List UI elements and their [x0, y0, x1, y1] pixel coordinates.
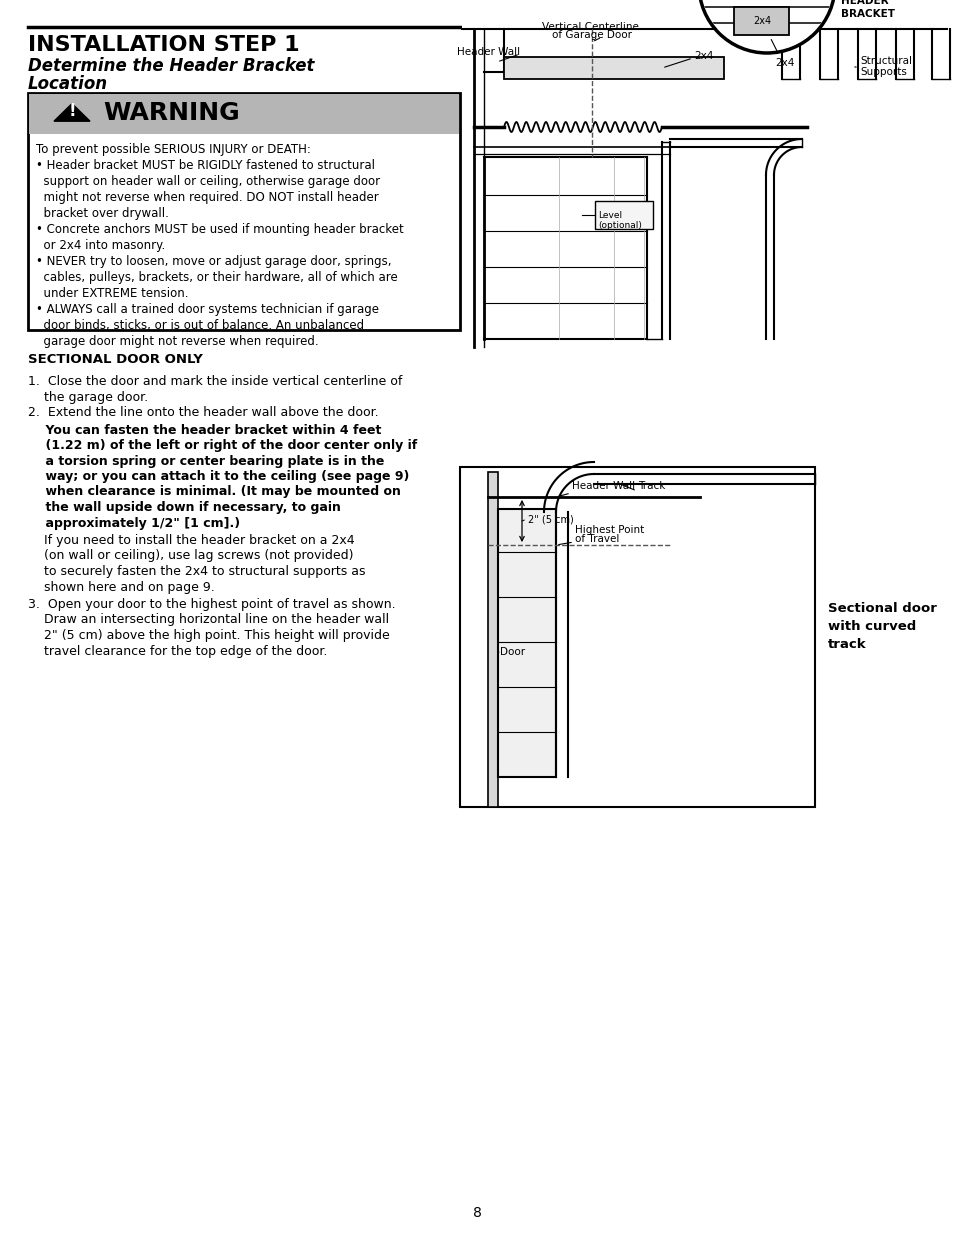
- Text: 3.  Open your door to the highest point of travel as shown.: 3. Open your door to the highest point o…: [28, 598, 395, 611]
- Text: Door: Door: [499, 647, 524, 657]
- Bar: [595, 201, 652, 228]
- Text: (optional): (optional): [598, 221, 641, 231]
- Text: WARNING: WARNING: [103, 101, 239, 125]
- Text: Header Wall: Header Wall: [572, 480, 635, 492]
- Text: (on wall or ceiling), use lag screws (not provided): (on wall or ceiling), use lag screws (no…: [28, 550, 354, 562]
- Text: Sectional door
with curved
track: Sectional door with curved track: [827, 603, 936, 652]
- Text: Vertical Centerline: Vertical Centerline: [541, 22, 639, 32]
- Text: Draw an intersecting horizontal line on the header wall: Draw an intersecting horizontal line on …: [28, 614, 389, 626]
- Text: under EXTREME tension.: under EXTREME tension.: [36, 287, 189, 300]
- Text: way; or you can attach it to the ceiling (see page 9): way; or you can attach it to the ceiling…: [28, 471, 409, 483]
- Text: door binds, sticks, or is out of balance. An unbalanced: door binds, sticks, or is out of balance…: [36, 319, 364, 332]
- Text: You can fasten the header bracket within 4 feet: You can fasten the header bracket within…: [28, 424, 381, 436]
- Text: Header Wall: Header Wall: [456, 47, 519, 57]
- Text: SECTIONAL DOOR ONLY: SECTIONAL DOOR ONLY: [28, 353, 203, 366]
- Text: to securely fasten the 2x4 to structural supports as: to securely fasten the 2x4 to structural…: [28, 564, 365, 578]
- Text: Determine the Header Bracket: Determine the Header Bracket: [28, 57, 314, 75]
- Bar: [497, 509, 556, 777]
- Text: garage door might not reverse when required.: garage door might not reverse when requi…: [36, 335, 318, 348]
- Bar: [29, 94, 458, 135]
- Text: 1.  Close the door and mark the inside vertical centerline of: 1. Close the door and mark the inside ve…: [28, 375, 402, 388]
- Text: • Concrete anchors MUST be used if mounting header bracket: • Concrete anchors MUST be used if mount…: [36, 224, 403, 236]
- Bar: [488, 472, 497, 806]
- Text: If you need to install the header bracket on a 2x4: If you need to install the header bracke…: [28, 534, 355, 547]
- Text: might not reverse when required. DO NOT install header: might not reverse when required. DO NOT …: [36, 191, 378, 204]
- Text: • ALWAYS call a trained door systems technician if garage: • ALWAYS call a trained door systems tec…: [36, 303, 378, 316]
- Bar: [733, 7, 788, 35]
- Text: Location: Location: [28, 75, 108, 93]
- Text: cables, pulleys, brackets, or their hardware, all of which are: cables, pulleys, brackets, or their hard…: [36, 270, 397, 284]
- Text: or 2x4 into masonry.: or 2x4 into masonry.: [36, 240, 165, 252]
- Text: 2x4: 2x4: [752, 16, 770, 26]
- Text: when clearance is minimal. (It may be mounted on: when clearance is minimal. (It may be mo…: [28, 485, 400, 499]
- Text: 2x4: 2x4: [774, 58, 794, 68]
- Text: travel clearance for the top edge of the door.: travel clearance for the top edge of the…: [28, 645, 327, 657]
- Circle shape: [699, 0, 834, 53]
- Text: of Garage Door: of Garage Door: [552, 30, 631, 40]
- Text: the wall upside down if necessary, to gain: the wall upside down if necessary, to ga…: [28, 501, 340, 514]
- Text: 2" (5 cm): 2" (5 cm): [527, 514, 573, 524]
- Bar: [461, 25, 946, 347]
- Text: INSTALLATION STEP 1: INSTALLATION STEP 1: [28, 35, 299, 56]
- Polygon shape: [54, 104, 90, 121]
- Text: a torsion spring or center bearing plate is in the: a torsion spring or center bearing plate…: [28, 454, 384, 468]
- Text: OPTIONAL
CEILING
MOUNT
FOR
HEADER
BRACKET: OPTIONAL CEILING MOUNT FOR HEADER BRACKE…: [841, 0, 900, 19]
- Text: • NEVER try to loosen, move or adjust garage door, springs,: • NEVER try to loosen, move or adjust ga…: [36, 254, 391, 268]
- Text: !: !: [68, 103, 75, 120]
- Text: shown here and on page 9.: shown here and on page 9.: [28, 580, 214, 594]
- Text: of Travel: of Travel: [575, 534, 618, 543]
- Text: the garage door.: the garage door.: [28, 390, 148, 404]
- Text: (1.22 m) of the left or right of the door center only if: (1.22 m) of the left or right of the doo…: [28, 438, 416, 452]
- Text: Structural: Structural: [859, 56, 911, 65]
- Text: To prevent possible SERIOUS INJURY or DEATH:: To prevent possible SERIOUS INJURY or DE…: [36, 143, 311, 156]
- Text: approximately 1/2" [1 cm].): approximately 1/2" [1 cm].): [28, 516, 240, 530]
- Bar: [503, 57, 723, 79]
- Text: Highest Point: Highest Point: [575, 525, 643, 535]
- Text: 2" (5 cm) above the high point. This height will provide: 2" (5 cm) above the high point. This hei…: [28, 629, 390, 642]
- Text: 2.  Extend the line onto the header wall above the door.: 2. Extend the line onto the header wall …: [28, 406, 378, 419]
- Text: 8: 8: [472, 1207, 481, 1220]
- Text: bracket over drywall.: bracket over drywall.: [36, 207, 169, 220]
- Text: Level: Level: [598, 211, 621, 221]
- Text: 2x4: 2x4: [693, 51, 713, 61]
- Text: • Header bracket MUST be RIGIDLY fastened to structural: • Header bracket MUST be RIGIDLY fastene…: [36, 159, 375, 172]
- Bar: [459, 467, 814, 806]
- Bar: [28, 93, 459, 330]
- Text: support on header wall or ceiling, otherwise garage door: support on header wall or ceiling, other…: [36, 175, 379, 188]
- Text: Track: Track: [638, 480, 664, 492]
- Text: Supports: Supports: [859, 67, 906, 77]
